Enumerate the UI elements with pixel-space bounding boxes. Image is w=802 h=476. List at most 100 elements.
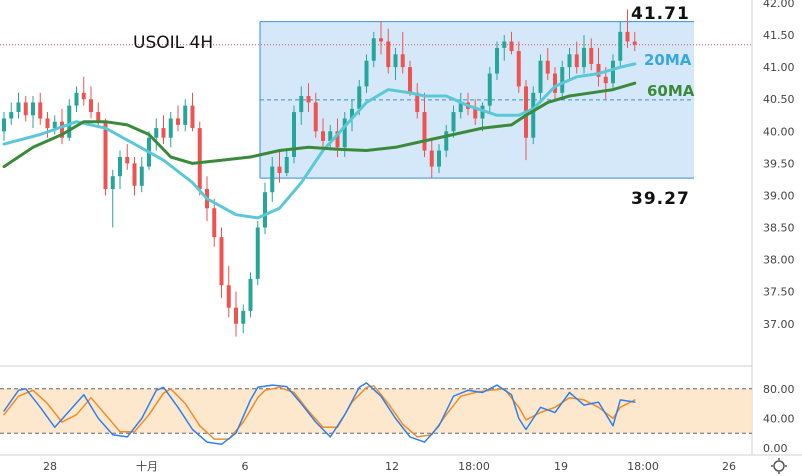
- candle-body: [212, 208, 217, 238]
- candle-body: [299, 96, 304, 113]
- price-tick-label: 41.50: [763, 29, 795, 42]
- price-tick-label: 41.00: [763, 61, 795, 74]
- candle-body: [292, 112, 296, 157]
- price-tick-label: 39.00: [763, 189, 795, 202]
- candle-body: [67, 105, 72, 138]
- price-tick-label: 37.50: [763, 286, 795, 299]
- candle-body: [74, 92, 79, 106]
- candle-body: [52, 121, 57, 129]
- price-tick-label: 37.00: [763, 318, 795, 331]
- range-bottom-label: 39.27: [631, 189, 690, 209]
- candle-body: [393, 54, 398, 68]
- candle-body: [284, 156, 289, 173]
- candle-body: [161, 128, 166, 138]
- candle-body: [168, 118, 173, 138]
- candle-body: [458, 102, 463, 113]
- ma60-line: [2, 81, 637, 169]
- candle-body: [255, 227, 260, 279]
- gear-icon: [773, 460, 785, 472]
- candle-body: [263, 192, 267, 228]
- candle-body: [190, 105, 195, 129]
- candle-body: [480, 105, 485, 119]
- gear-icon-teeth: [771, 458, 787, 474]
- candle-body: [38, 102, 43, 119]
- candle-body: [81, 92, 86, 100]
- candle-body: [582, 47, 586, 68]
- candle-body: [422, 112, 427, 151]
- candle-body: [241, 310, 246, 324]
- candle-body: [96, 112, 101, 122]
- price-tick-label: 38.50: [763, 222, 795, 235]
- price-tick-label: 39.50: [763, 157, 795, 170]
- candle-body: [364, 60, 369, 87]
- stoch-k-line: [3, 382, 636, 446]
- candle-body: [248, 278, 253, 311]
- time-tick-label: 18:00: [458, 460, 490, 473]
- candle-body: [567, 54, 572, 68]
- candle-body: [197, 128, 202, 190]
- candle-body: [306, 96, 311, 103]
- stoch-band: [0, 388, 752, 434]
- candle-body: [379, 38, 383, 42]
- candle-body: [589, 47, 594, 64]
- candle-body: [632, 41, 637, 45]
- candle-body: [553, 73, 557, 93]
- candle-body: [560, 67, 565, 93]
- candle-body: [45, 118, 50, 129]
- chart-settings-button[interactable]: [771, 458, 787, 474]
- time-tick-label: 19: [554, 460, 568, 473]
- candle-body: [509, 41, 514, 52]
- stoch-d-line: [3, 385, 636, 440]
- candle-body: [357, 86, 362, 109]
- stoch-tick-label: 80.00: [763, 383, 795, 396]
- stoch-tick-label: 0.00: [763, 442, 788, 455]
- candle-body: [603, 76, 608, 84]
- candle-body: [2, 118, 6, 132]
- candle-body: [328, 131, 333, 141]
- price-tick-label: 38.00: [763, 254, 795, 267]
- candle-body: [437, 150, 441, 167]
- price-tick-label: 40.00: [763, 125, 795, 138]
- time-tick-label: 26: [722, 460, 736, 473]
- candle-body: [183, 105, 188, 125]
- candle-body: [400, 54, 405, 68]
- ma60-label: 60MA: [647, 82, 695, 100]
- candle-body: [277, 166, 282, 173]
- symbol-label: USOIL 4H: [133, 33, 213, 53]
- candle-body: [371, 38, 376, 61]
- candle-body: [618, 31, 623, 61]
- candle-body: [103, 121, 108, 190]
- candle-body: [473, 108, 478, 119]
- ma20-label: 20MA: [644, 51, 692, 69]
- chart-labels: USOIL 4H 41.71 39.27 20MA 60MA: [133, 4, 695, 209]
- candle-body: [219, 237, 224, 286]
- candle-body: [335, 131, 340, 148]
- candle-body: [574, 54, 579, 68]
- stoch-tick-label: 40.00: [763, 412, 795, 425]
- candle-body: [132, 163, 137, 186]
- candles: [2, 9, 637, 337]
- candle-body: [270, 166, 275, 193]
- candle-body: [451, 112, 456, 132]
- candle-body: [516, 51, 521, 87]
- candle-body: [110, 176, 115, 190]
- price-tick-label: 42.00: [763, 0, 795, 10]
- candle-body: [226, 285, 231, 308]
- candle-body: [313, 102, 318, 132]
- candle-body: [444, 131, 449, 151]
- stochastic-panel: [0, 365, 752, 446]
- time-tick-label: 28: [43, 460, 57, 473]
- time-tick-label: 12: [385, 460, 399, 473]
- candle-body: [545, 60, 550, 74]
- candle-body: [408, 67, 412, 93]
- candle-body: [487, 73, 492, 106]
- candle-body: [321, 131, 325, 141]
- candle-body: [502, 41, 507, 48]
- candle-body: [9, 112, 14, 119]
- candle-body: [125, 156, 130, 164]
- candle-body: [60, 121, 64, 138]
- candle-body: [386, 41, 391, 68]
